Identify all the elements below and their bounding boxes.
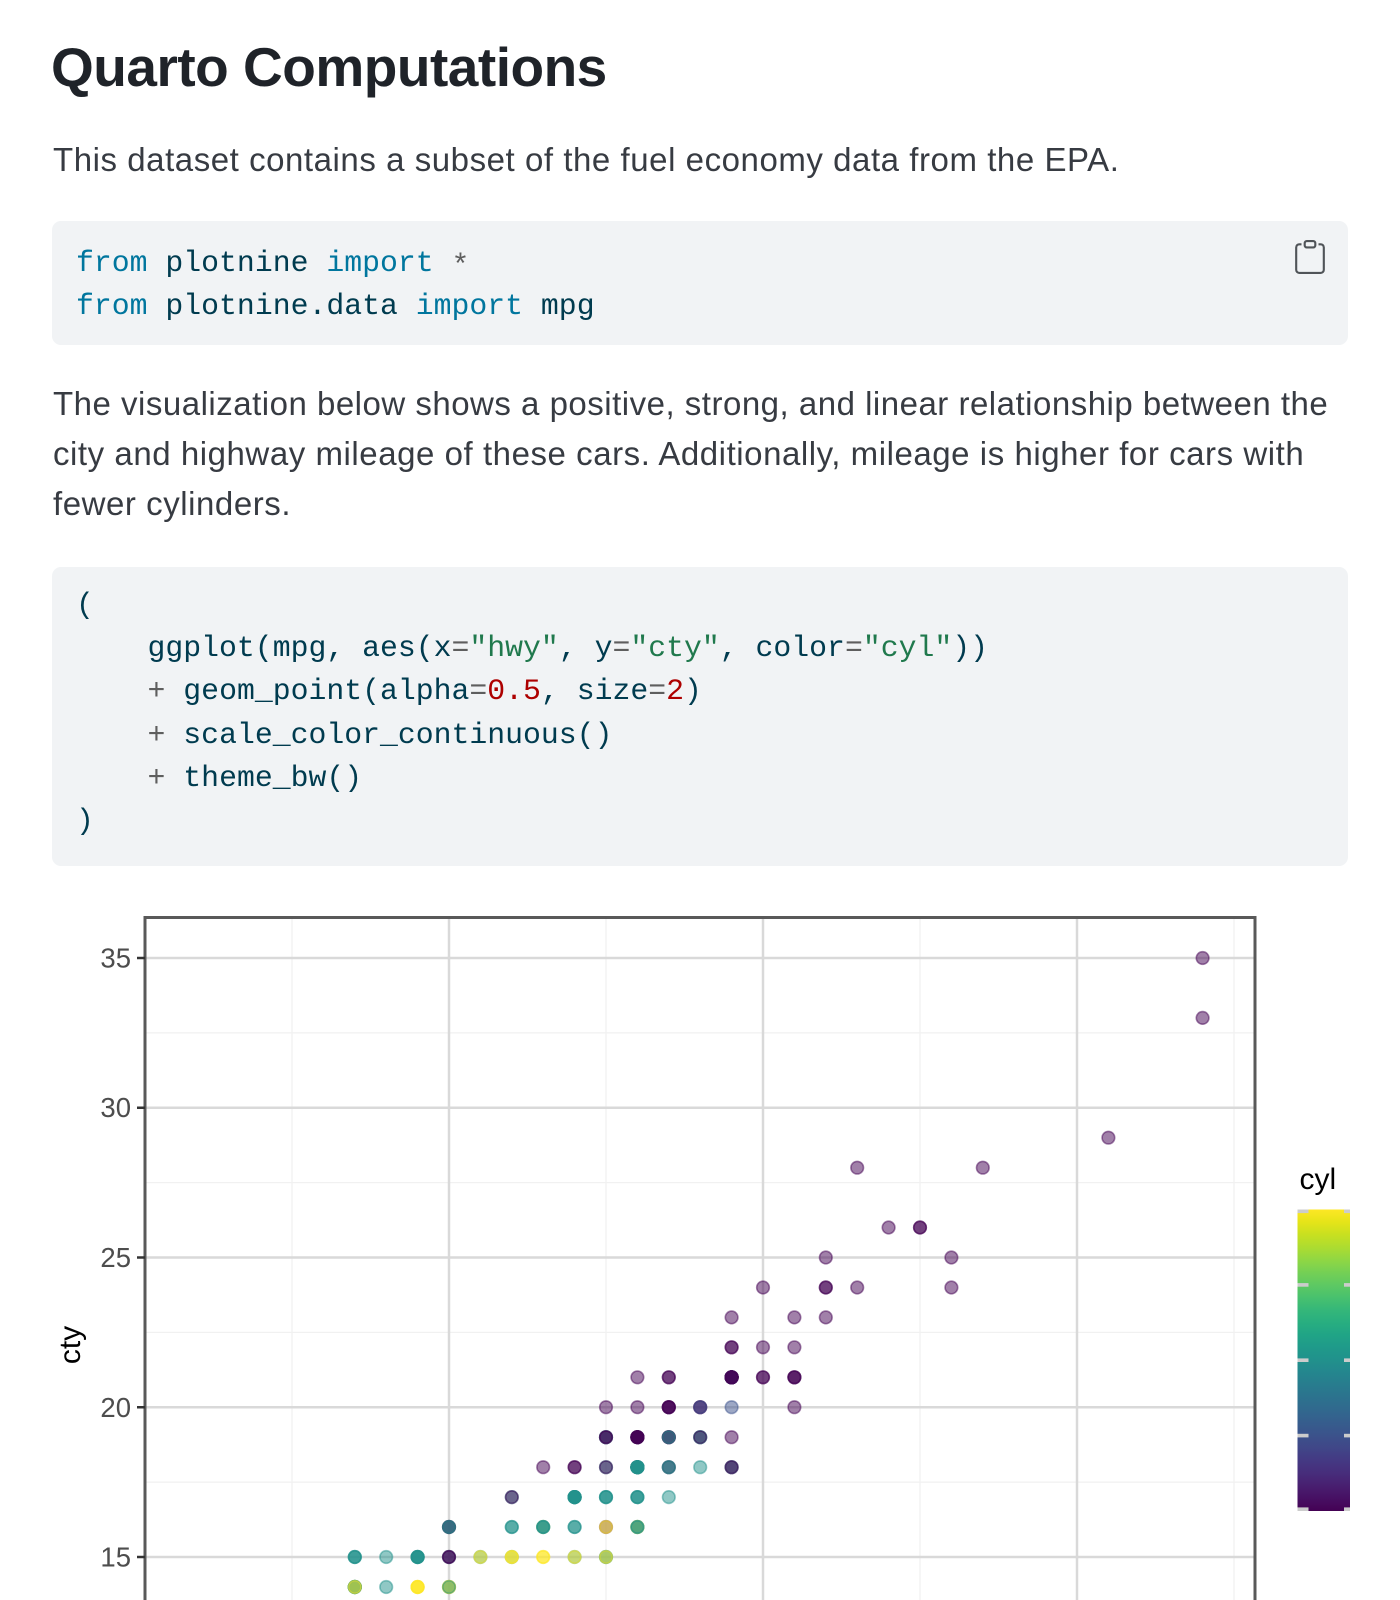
svg-text:35: 35	[100, 943, 131, 974]
svg-text:20: 20	[100, 1392, 131, 1423]
svg-text:15: 15	[100, 1542, 131, 1573]
svg-text:cyl: cyl	[1300, 1163, 1337, 1196]
svg-text:30: 30	[100, 1092, 131, 1123]
svg-text:25: 25	[100, 1242, 131, 1273]
svg-text:cty: cty	[54, 1326, 87, 1364]
